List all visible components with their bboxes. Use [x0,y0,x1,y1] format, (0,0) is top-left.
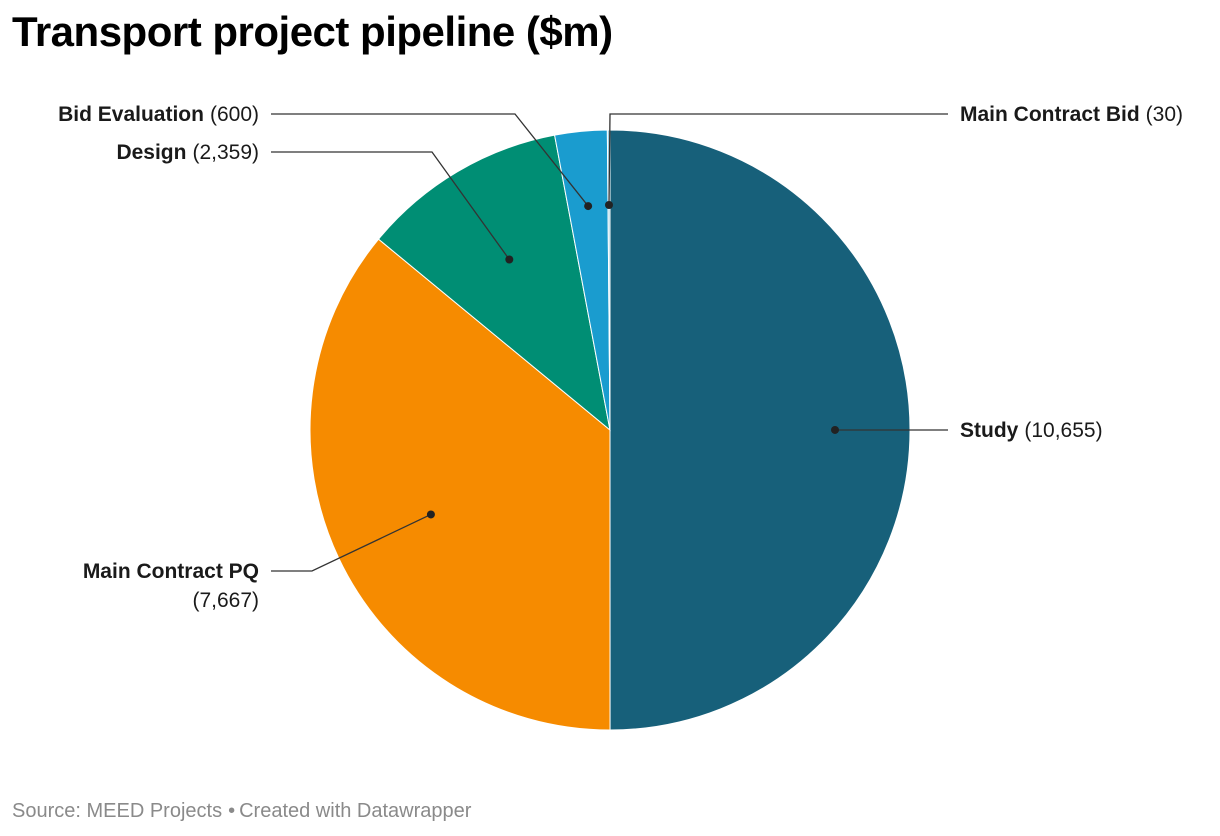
leader-dot-bid-evaluation [584,202,593,211]
leader-dot-main-contract-bid [605,201,614,210]
pie-chart: Study (10,655) Main Contract PQ (7,667) Desi… [58,103,1183,731]
pie-slice-design [377,134,611,432]
slice-label-value: (7,667) [192,589,259,612]
slice-label-bid-evaluation: Bid Evaluation (600) [58,103,259,126]
slice-label-main-contract-bid: Main Contract Bid (30) [960,103,1183,126]
leader-dot-main-contract-pq [426,510,435,519]
credit-text: Created with Datawrapper [239,800,472,822]
slice-label-design: Design (2,359) [116,141,259,164]
label-leader-lines [271,113,949,572]
leader-line-main-contract-pq [271,513,432,572]
chart-footer: Source: MEED Projects • Created with Dataw… [12,800,471,823]
leader-dot-design [505,255,514,264]
slice-label-name: Bid Evaluation [58,103,204,126]
leader-line-main-contract-bid [608,113,948,206]
slice-label-name: Main Contract PQ [83,560,259,583]
slice-label-value: (30) [1146,103,1183,126]
leader-line-design [271,151,510,260]
leader-dot-study [831,425,839,434]
footer-separator: • [228,800,236,822]
source-text: Source: MEED Projects [12,800,223,822]
slice-labels: Study (10,655) Main Contract PQ (7,667) Desi… [58,103,1183,612]
slice-label-name: Study [960,419,1019,442]
slice-label-value: (2,359) [192,141,259,164]
slice-label-value: (600) [210,103,259,126]
slice-label-value: (10,655) [1024,419,1102,442]
slice-label-name: Main Contract Bid [960,103,1140,126]
pie-slices [309,129,911,731]
chart-title: Transport project pipeline ($m) [12,8,613,55]
slice-label-study: Study (10,655) [960,419,1103,442]
leader-line-bid-evaluation [271,113,589,207]
slice-label-name: Design [116,141,186,164]
slice-label-main-contract-pq: Main Contract PQ (7,667) [83,560,259,612]
